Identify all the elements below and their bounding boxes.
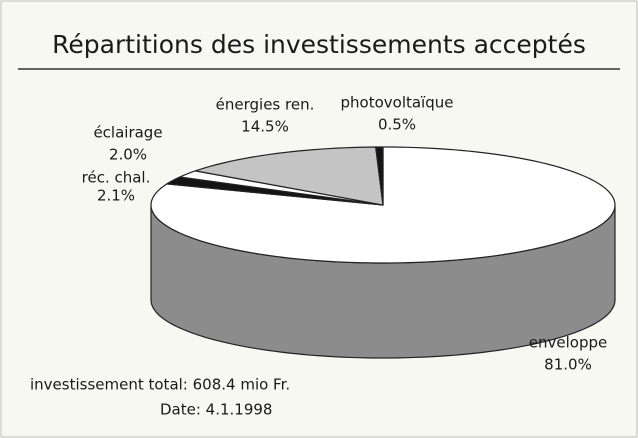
value-label: 81.0% — [544, 356, 592, 374]
annotation: investissement total: 608.4 mio Fr. — [30, 376, 290, 394]
value-label: 14.5% — [241, 118, 289, 136]
annotation: Date: 4.1.1998 — [160, 401, 272, 419]
pie-slice — [194, 146, 384, 206]
chart-title: Répartitions des investissements accepté… — [52, 30, 586, 59]
value-label: 2.1% — [97, 187, 135, 205]
slice-label: énergies ren. — [216, 96, 315, 114]
slice-label: photovoltaïque — [341, 94, 454, 112]
slice-label: éclairage — [93, 124, 162, 142]
slice-label: réc. chal. — [82, 169, 151, 187]
value-label: 2.0% — [109, 146, 147, 164]
slice-label: enveloppe — [529, 334, 607, 352]
pie-slice — [375, 146, 384, 206]
value-label: 0.5% — [378, 116, 416, 134]
